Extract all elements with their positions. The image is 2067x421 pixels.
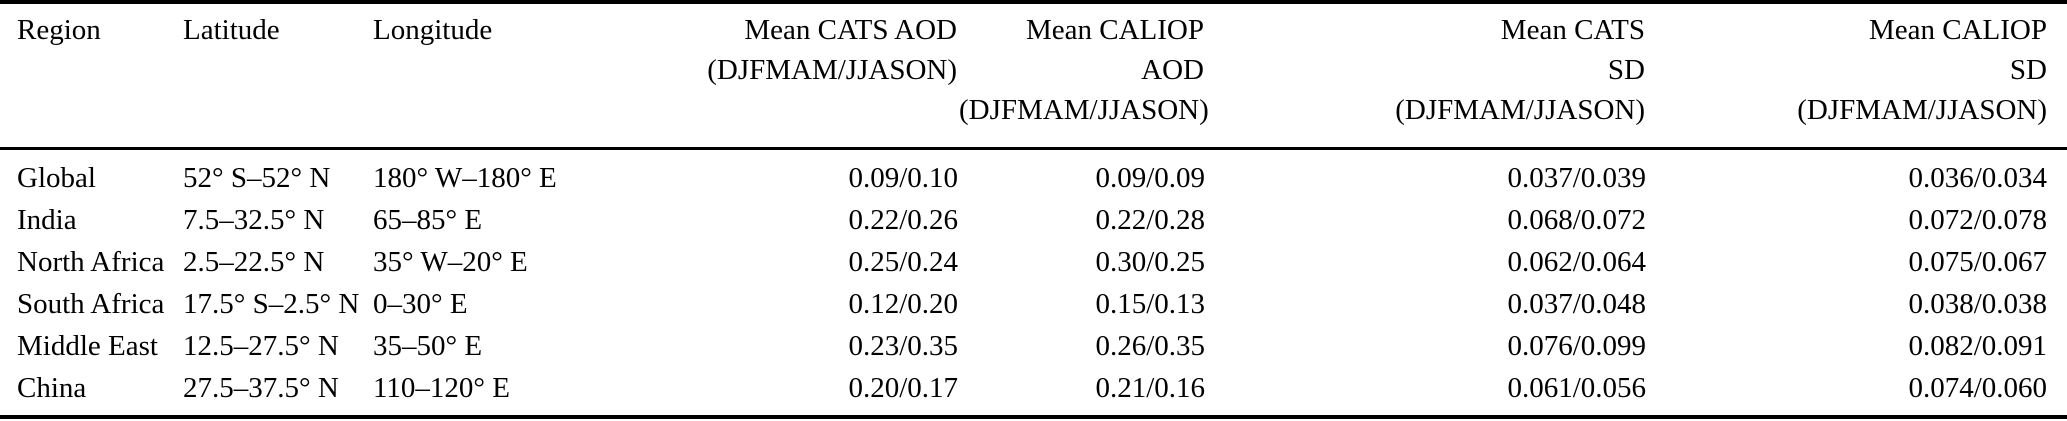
table-row: Global 52° S–52° N 180° W–180° E 0.09/0.… [0, 149, 2067, 200]
cell-caliop-sd: 0.072/0.078 [1908, 204, 2047, 236]
cell-caliop-aod: 0.26/0.35 [1095, 330, 1205, 362]
cell-cats-sd: 0.076/0.099 [1507, 330, 1646, 362]
cell-region: North Africa [17, 246, 165, 278]
cell-cats-aod: 0.22/0.26 [848, 204, 958, 236]
cell-longitude: 110–120° E [373, 372, 510, 404]
cell-longitude: 35° W–20° E [373, 246, 528, 278]
cell-latitude: 27.5–37.5° N [183, 372, 339, 404]
column-header-cats-sd: Mean CATS SD (DJFMAM/JJASON) [1205, 2, 1646, 150]
cell-cats-sd: 0.037/0.048 [1507, 288, 1646, 320]
table-row: North Africa 2.5–22.5° N 35° W–20° E 0.2… [0, 241, 2067, 283]
cell-latitude: 17.5° S–2.5° N [183, 288, 360, 320]
cell-region: Global [17, 162, 96, 194]
cell-region: Middle East [17, 330, 158, 362]
cell-longitude: 180° W–180° E [373, 162, 557, 194]
header-row: Region Latitude Longitude Mean CATS AOD … [0, 2, 2067, 150]
cell-region: India [17, 204, 77, 236]
cell-caliop-sd: 0.074/0.060 [1908, 372, 2047, 404]
cell-region: China [17, 372, 87, 404]
cell-cats-aod: 0.20/0.17 [848, 372, 958, 404]
cell-cats-sd: 0.062/0.064 [1507, 246, 1646, 278]
cell-latitude: 7.5–32.5° N [183, 204, 325, 236]
column-header-longitude: Longitude [356, 2, 588, 150]
cell-longitude: 35–50° E [373, 330, 483, 362]
cell-caliop-aod: 0.30/0.25 [1095, 246, 1205, 278]
column-header-caliop-sd: Mean CALIOP SD (DJFMAM/JJASON) [1646, 2, 2067, 150]
cell-latitude: 2.5–22.5° N [183, 246, 325, 278]
cell-caliop-sd: 0.038/0.038 [1908, 288, 2047, 320]
cell-caliop-sd: 0.082/0.091 [1908, 330, 2047, 362]
cell-cats-aod: 0.09/0.10 [848, 162, 958, 194]
column-header-latitude: Latitude [166, 2, 356, 150]
cell-cats-sd: 0.037/0.039 [1507, 162, 1646, 194]
column-header-region: Region [0, 2, 166, 150]
cell-caliop-aod: 0.21/0.16 [1095, 372, 1205, 404]
table-row: Middle East 12.5–27.5° N 35–50° E 0.23/0… [0, 325, 2067, 367]
cell-caliop-sd: 0.075/0.067 [1908, 246, 2047, 278]
cell-caliop-aod: 0.09/0.09 [1095, 162, 1205, 194]
cell-caliop-sd: 0.036/0.034 [1908, 162, 2047, 194]
cell-caliop-aod: 0.22/0.28 [1095, 204, 1205, 236]
cell-longitude: 0–30° E [373, 288, 468, 320]
table-row: China 27.5–37.5° N 110–120° E 0.20/0.17 … [0, 367, 2067, 417]
table-row: India 7.5–32.5° N 65–85° E 0.22/0.26 0.2… [0, 199, 2067, 241]
table-row: South Africa 17.5° S–2.5° N 0–30° E 0.12… [0, 283, 2067, 325]
cell-latitude: 12.5–27.5° N [183, 330, 339, 362]
cell-cats-aod: 0.25/0.24 [848, 246, 958, 278]
cell-longitude: 65–85° E [373, 204, 483, 236]
cell-caliop-aod: 0.15/0.13 [1095, 288, 1205, 320]
cell-cats-aod: 0.23/0.35 [848, 330, 958, 362]
cell-region: South Africa [17, 288, 165, 320]
table-header: Region Latitude Longitude Mean CATS AOD … [0, 2, 2067, 150]
cell-latitude: 52° S–52° N [183, 162, 331, 194]
table-body: Global 52° S–52° N 180° W–180° E 0.09/0.… [0, 149, 2067, 418]
column-header-caliop-aod: Mean CALIOP AOD (DJFMAM/JJASON) [958, 2, 1209, 150]
cell-cats-sd: 0.068/0.072 [1507, 204, 1646, 236]
column-header-cats-aod: Mean CATS AOD (DJFMAM/JJASON) [588, 2, 958, 150]
cell-cats-sd: 0.061/0.056 [1507, 372, 1646, 404]
cell-cats-aod: 0.12/0.20 [848, 288, 958, 320]
